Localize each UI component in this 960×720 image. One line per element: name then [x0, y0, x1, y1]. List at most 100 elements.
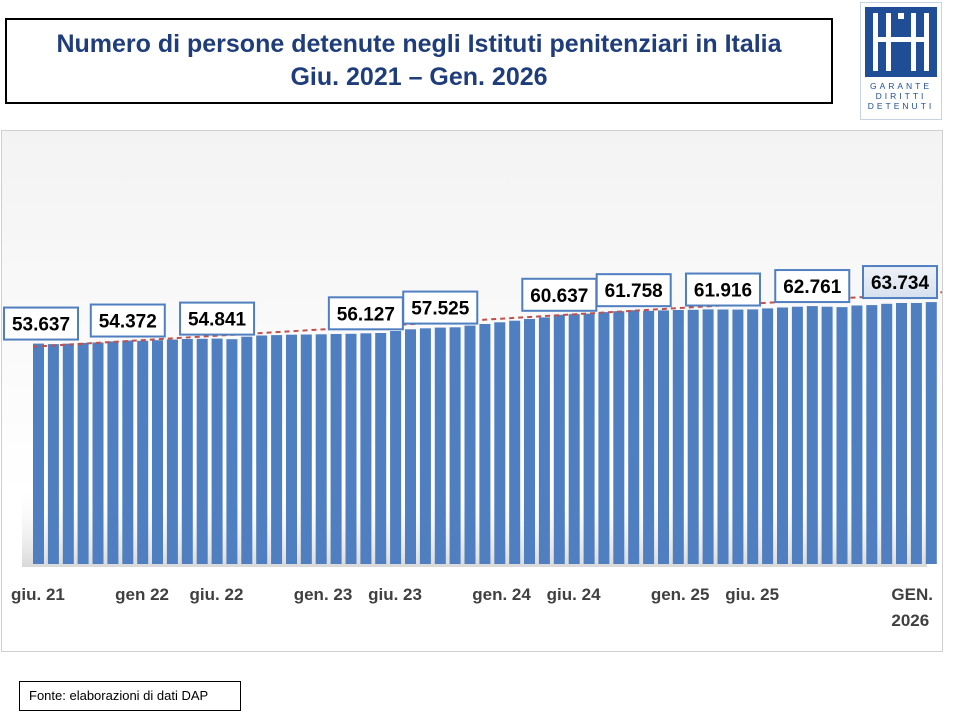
bar	[553, 314, 565, 564]
bar-chart: 53.637 54.372 54.841 56.127 57.525 60.637 61.7…	[3, 265, 942, 630]
bar	[62, 343, 74, 564]
bar	[777, 307, 788, 564]
bar	[791, 306, 803, 564]
bar	[509, 320, 521, 564]
bar	[910, 303, 922, 564]
data-label: 60.637	[530, 286, 588, 307]
source-note: Fonte: elaborazioni di dati DAP	[19, 681, 241, 711]
data-label: 53.637	[12, 315, 70, 336]
bar	[464, 325, 476, 564]
bar	[152, 340, 163, 564]
bar	[643, 310, 655, 564]
bar	[538, 317, 550, 564]
bar	[77, 342, 89, 564]
bar	[405, 329, 416, 564]
x-tick-label: gen. 25	[651, 585, 710, 604]
bar	[300, 334, 312, 564]
chart-area: 53.637 54.372 54.841 56.127 57.525 60.637 61.7…	[1, 130, 943, 652]
data-label: 61.916	[694, 281, 752, 302]
data-label: 54.372	[99, 312, 157, 333]
bar	[122, 340, 134, 564]
bar	[702, 309, 714, 564]
bar	[107, 341, 119, 564]
data-label-box	[774, 269, 851, 304]
bar	[241, 336, 253, 564]
bar	[881, 303, 893, 564]
bar	[598, 312, 610, 564]
bar	[211, 338, 223, 564]
bar	[821, 306, 833, 564]
x-tick-label: gen. 23	[294, 585, 353, 604]
bar	[181, 339, 193, 564]
x-tick-label: giu. 24	[547, 585, 601, 604]
bar	[345, 333, 357, 564]
data-label: 56.127	[337, 304, 395, 325]
data-label-box	[402, 290, 479, 325]
bar	[747, 309, 759, 564]
bar	[256, 335, 268, 564]
bar	[271, 335, 283, 564]
logo-text-line-1: GARANTE	[869, 81, 933, 91]
bar	[286, 334, 297, 564]
x-tick-label: giu. 23	[368, 585, 422, 604]
data-label-box	[89, 303, 166, 338]
bar	[494, 322, 506, 564]
bar	[672, 310, 684, 564]
bar	[628, 310, 640, 564]
bar	[687, 309, 699, 564]
logo-text-line-3: DETENUTI	[867, 101, 935, 111]
bar	[226, 339, 238, 564]
bar	[419, 328, 431, 564]
bar	[375, 333, 387, 564]
bar	[137, 340, 149, 564]
garante-logo: GARANTE DIRITTI DETENUTI	[860, 2, 942, 120]
x-tick-label: giu. 22	[190, 585, 244, 604]
bar	[613, 311, 625, 564]
data-label-box	[3, 306, 79, 341]
logo-text-line-2: DIRITTI	[875, 91, 927, 101]
bar	[524, 319, 535, 564]
data-label-box	[862, 265, 938, 300]
chart-title-line-1: Numero di persone detenute negli Istitut…	[56, 30, 782, 58]
bar	[925, 302, 937, 564]
bar	[315, 334, 327, 564]
bar	[449, 327, 461, 564]
bar	[866, 305, 878, 564]
bar	[92, 342, 104, 564]
bar	[896, 303, 907, 564]
bar	[658, 310, 669, 564]
data-label: 57.525	[411, 299, 470, 320]
data-label: 61.758	[605, 281, 663, 302]
title-box: Numero di persone detenute negli Istitut…	[5, 18, 833, 104]
data-label: 54.841	[188, 310, 247, 331]
data-label: 62.761	[783, 277, 842, 298]
bar	[717, 309, 729, 564]
bar	[360, 333, 372, 564]
bar	[806, 306, 818, 564]
bar	[330, 334, 342, 564]
x-tick-label: gen 22	[115, 585, 169, 604]
data-label-box	[684, 272, 761, 307]
bar	[47, 344, 59, 564]
bar	[434, 327, 446, 564]
bar	[390, 331, 402, 564]
chart-title-line-2: Giu. 2021 – Gen. 2026	[290, 63, 548, 91]
bar	[166, 339, 178, 564]
bar	[851, 305, 863, 564]
x-tick-label: giu. 21	[11, 585, 65, 604]
data-label-box	[179, 301, 256, 336]
x-tick-label: gen. 24	[472, 585, 531, 604]
bar	[33, 343, 44, 564]
x-tick-label: GEN. 2026	[891, 585, 933, 630]
bar	[732, 309, 744, 564]
x-tick-label: giu. 25	[725, 585, 779, 604]
bar	[836, 307, 848, 564]
data-label: 63.734	[871, 273, 930, 294]
bar	[583, 313, 595, 564]
bar	[196, 338, 208, 564]
data-label-box	[595, 273, 672, 308]
bar	[762, 308, 774, 564]
bar	[568, 314, 580, 564]
bar	[479, 324, 491, 564]
logo-mark-icon	[865, 7, 937, 77]
